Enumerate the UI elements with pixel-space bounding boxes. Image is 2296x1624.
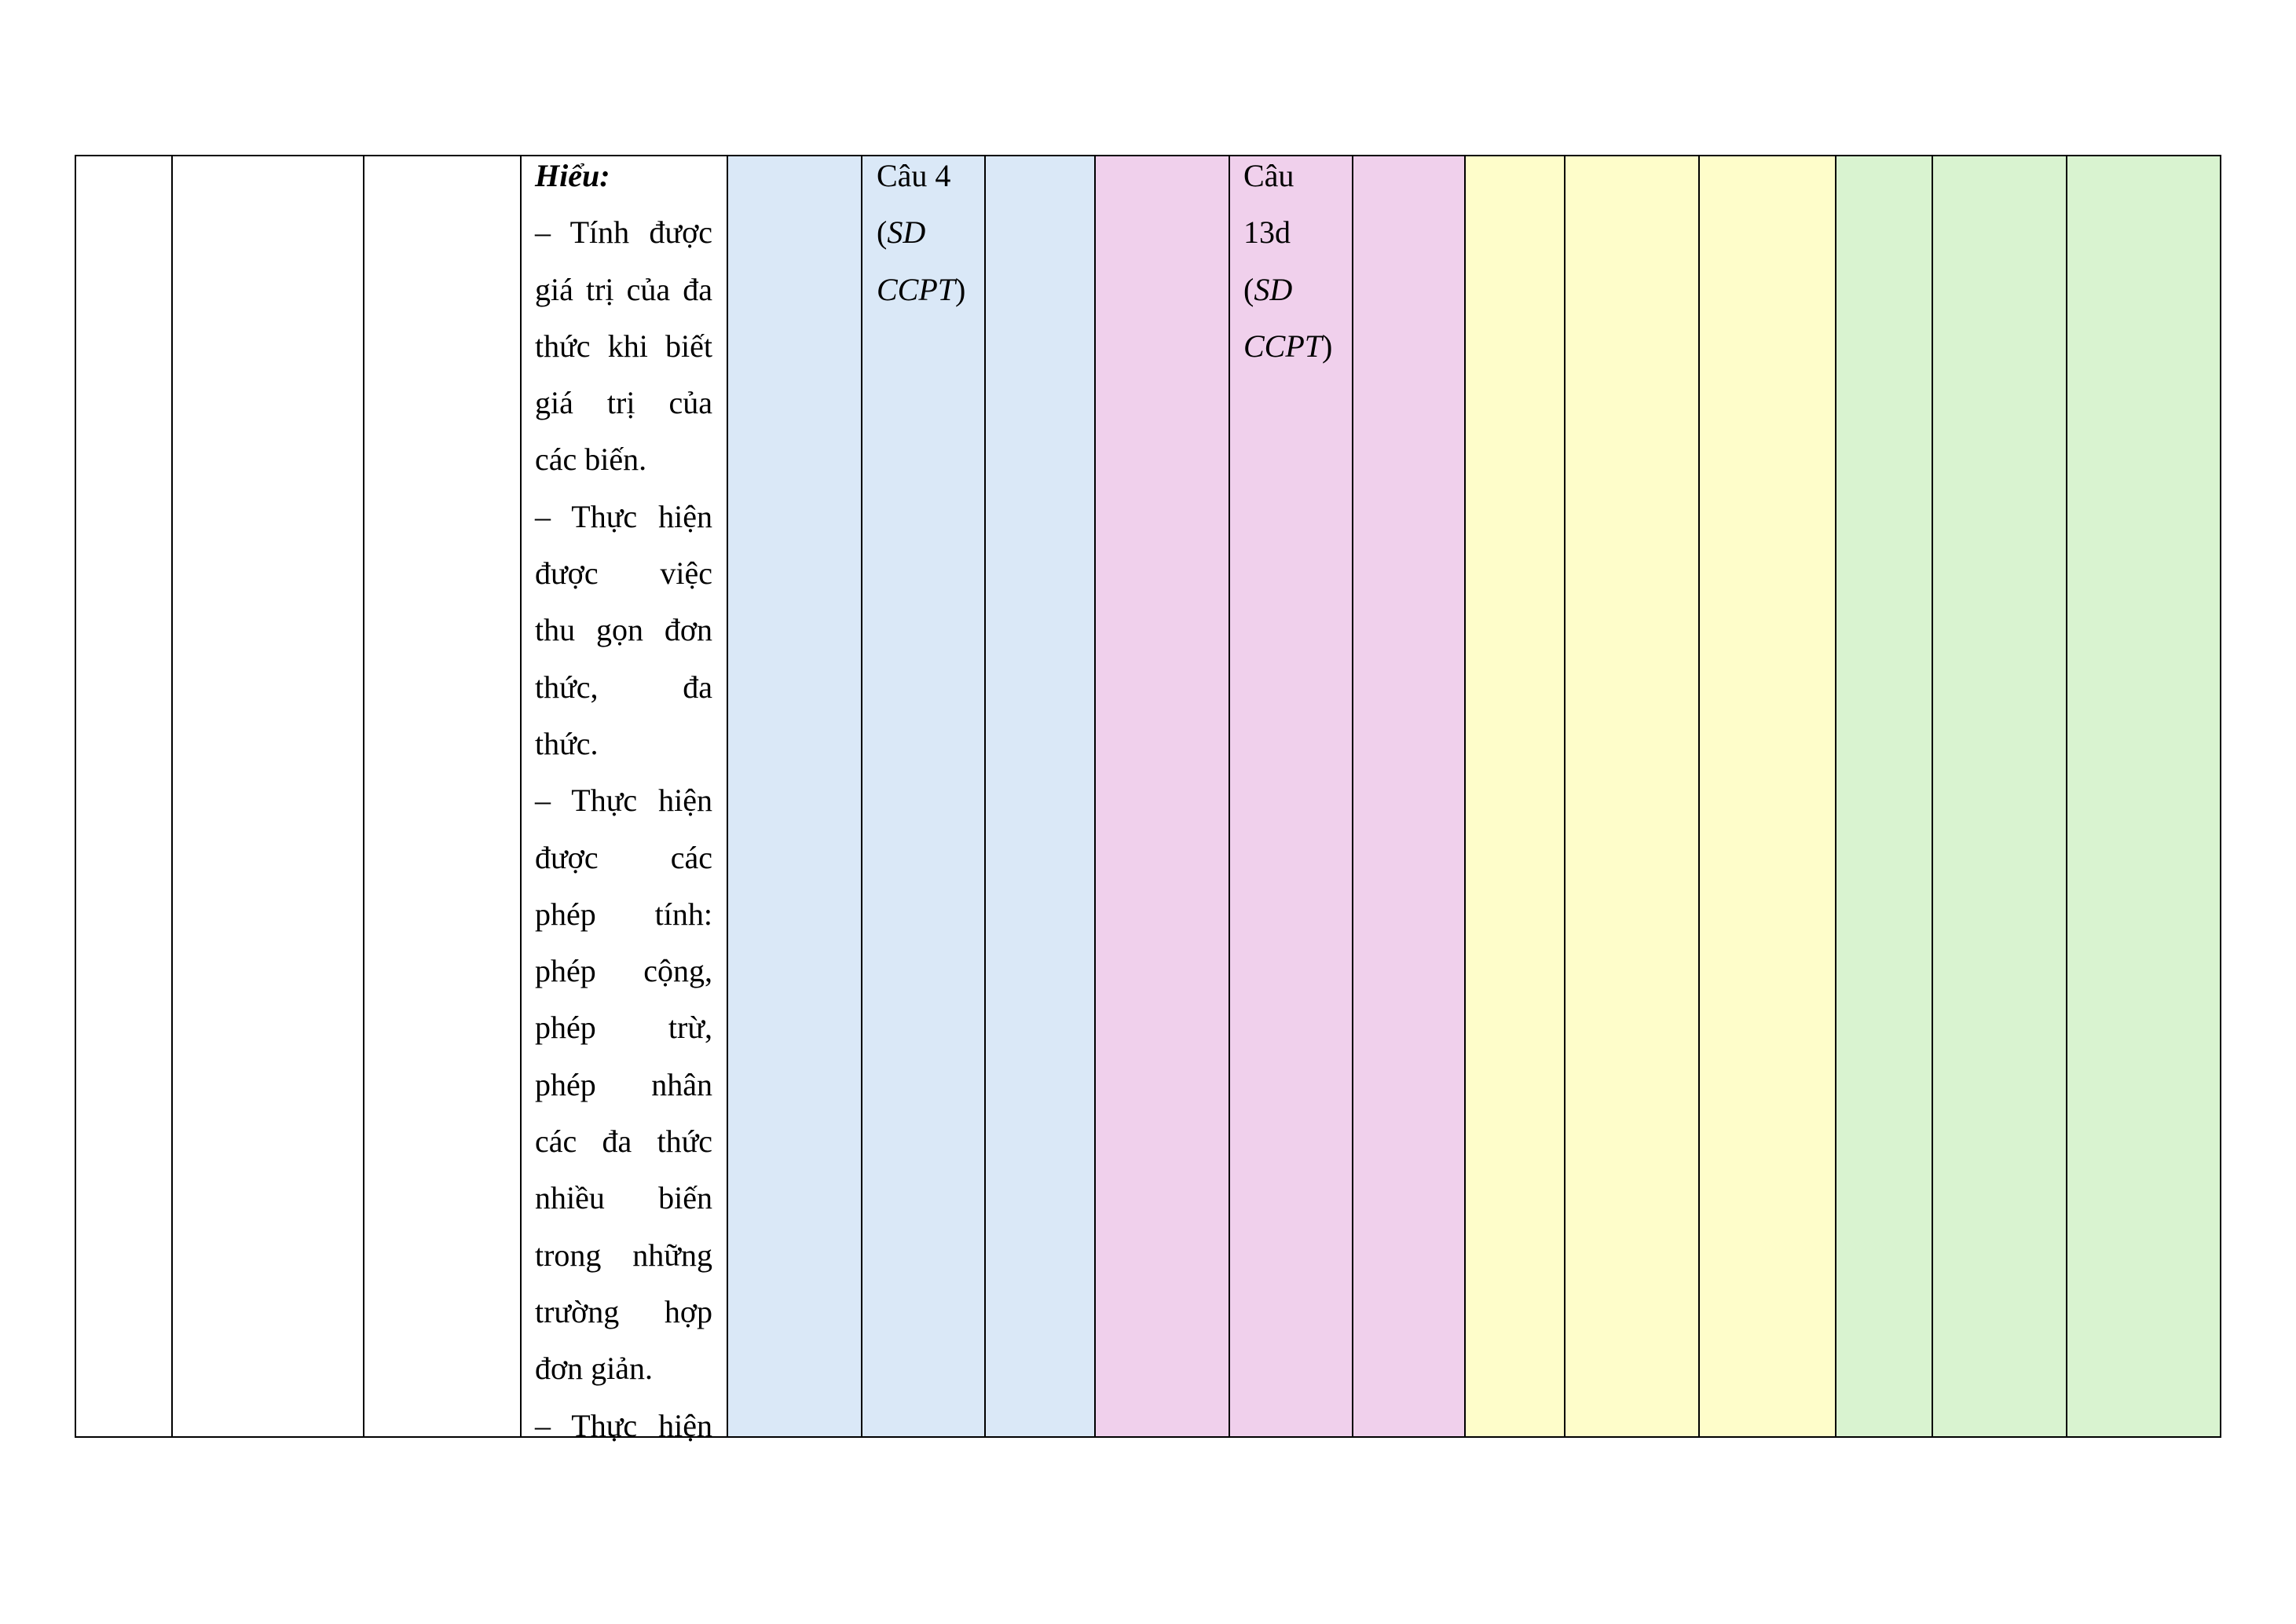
paren-close: ) [1322, 328, 1333, 364]
col-blue-1 [727, 156, 861, 1437]
heading-hieu: Hiểu: [535, 158, 610, 193]
col-pink-2 [1229, 156, 1352, 1437]
content-line: giá trị của [535, 385, 712, 421]
col-blue-3 [984, 156, 1094, 1437]
note-sd: SD [887, 214, 926, 251]
col-2 [171, 156, 363, 1437]
content-line: thức khi biết [535, 328, 712, 364]
content-line: phép nhân [535, 1066, 712, 1102]
col-yellow-3 [1698, 156, 1835, 1437]
content-lines: – Tính được giá trị của đa thức khi biết gi… [535, 204, 712, 1454]
content-line: các đa thức [535, 1124, 712, 1160]
col-green-2 [1932, 156, 2066, 1437]
question-note-2: CCPT) [1243, 318, 1346, 375]
content-line: phép tính: [535, 896, 712, 932]
question-note: (SD [877, 204, 979, 261]
note-ccpt: CCPT [1243, 328, 1323, 364]
question-label: Câu 4 [877, 158, 951, 193]
content-line: trường hợp [535, 1293, 712, 1329]
question-label: Câu [1243, 158, 1294, 193]
content-line: phép cộng, [535, 953, 712, 989]
col-blue-2 [861, 156, 984, 1437]
paren-open: ( [1243, 271, 1254, 307]
content-line: phép trừ, [535, 1010, 712, 1046]
content-line: – Thực hiện [535, 1407, 712, 1443]
content-line: thức. [535, 725, 599, 761]
content-line: nhiều biến [535, 1180, 712, 1216]
content-line: giá trị của đa [535, 271, 712, 307]
content-line: thức, đa [535, 669, 712, 705]
note-ccpt: CCPT [877, 271, 956, 307]
content-line: thu gọn đơn [535, 612, 712, 648]
col-3 [363, 156, 520, 1437]
col-green-1 [1835, 156, 1932, 1437]
paren-open: ( [877, 214, 888, 251]
question-cell-cau-13d: Câu 13d (SD CCPT) [1243, 148, 1346, 375]
content-line: trong những [535, 1237, 712, 1273]
question-note-2: CCPT) [877, 262, 979, 318]
content-line: được việc [535, 555, 712, 592]
col-pink-3 [1352, 156, 1464, 1437]
col-yellow-2 [1564, 156, 1698, 1437]
col-pink-1 [1094, 156, 1229, 1437]
col-1 [75, 156, 171, 1437]
content-line: – Thực hiện [535, 783, 712, 819]
content-line: – Thực hiện [535, 498, 712, 534]
content-cell: Hiểu: – Tính được giá trị của đa thức khi … [535, 148, 712, 1454]
col-content [520, 156, 727, 1437]
content-line: đơn giản. [535, 1351, 654, 1387]
col-green-3 [2066, 156, 2221, 1437]
col-yellow-1 [1464, 156, 1564, 1437]
question-label-2: 13d [1243, 214, 1291, 251]
content-line: – Tính được [535, 214, 712, 251]
paren-close: ) [955, 271, 966, 307]
content-line: được các [535, 839, 712, 875]
question-note: (SD [1243, 262, 1346, 318]
note-sd: SD [1254, 271, 1293, 307]
content-line: các biến. [535, 442, 647, 478]
question-cell-cau-4: Câu 4 (SD CCPT) [877, 148, 979, 318]
